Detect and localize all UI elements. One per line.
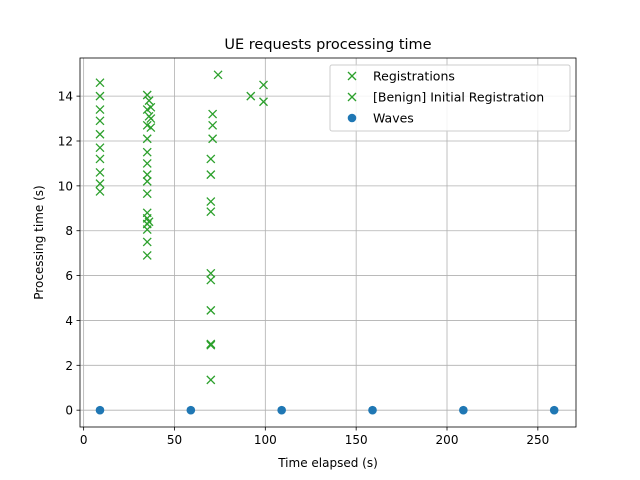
y-tick-label: 10 — [58, 179, 73, 193]
legend-box — [329, 64, 571, 132]
x-tick-label: 50 — [167, 433, 182, 447]
data-point-x-marker — [206, 154, 216, 164]
data-point-x-marker — [259, 97, 268, 107]
data-point-x-marker — [208, 120, 218, 130]
x-tick-label: 250 — [526, 433, 549, 447]
y-tick-label: 12 — [58, 134, 73, 148]
data-points — [95, 70, 559, 415]
data-point-circle-marker — [549, 405, 559, 415]
x-tick-label: 0 — [80, 433, 88, 447]
plot-frame — [79, 57, 577, 428]
data-point-x-marker — [95, 167, 105, 177]
y-tick-label: 4 — [65, 314, 73, 328]
data-point-x-marker — [208, 109, 218, 119]
data-point-x-marker — [206, 197, 216, 207]
legend-label: Registrations — [373, 69, 455, 84]
data-point-x-marker — [146, 123, 156, 132]
data-point-x-marker — [95, 78, 105, 88]
data-point-x-marker — [95, 154, 105, 164]
data-point-circle-marker — [459, 405, 468, 415]
data-point-x-marker — [142, 176, 152, 186]
data-point-x-marker — [95, 116, 105, 126]
data-point-x-marker — [259, 80, 268, 90]
data-point-circle-marker — [95, 405, 105, 415]
data-point-x-marker — [95, 187, 105, 196]
y-axis-ticks: 0 2 4 6 8 10 12 14 — [58, 90, 80, 418]
data-point-x-marker — [206, 340, 216, 350]
x-axis-label: Time elapsed (s) — [277, 456, 378, 470]
data-point-circle-marker — [368, 405, 377, 415]
data-point-x-marker — [95, 143, 105, 153]
data-point-x-marker — [142, 147, 152, 157]
y-tick-label: 6 — [65, 269, 73, 283]
data-point-x-marker — [142, 237, 152, 247]
data-point-x-marker — [142, 250, 152, 260]
data-point-x-marker — [206, 268, 216, 278]
legend-marker-circle — [347, 113, 357, 123]
data-point-x-marker — [206, 207, 216, 217]
x-tick-label: 100 — [254, 433, 277, 447]
data-point-x-marker — [142, 158, 152, 168]
data-point-x-marker — [144, 96, 154, 106]
data-point-x-marker — [95, 129, 105, 139]
legend-label: [Benign] Initial Registration — [373, 90, 544, 105]
legend: Registrations [Benign] Initial Registrati… — [329, 64, 571, 132]
data-point-x-marker — [213, 70, 223, 80]
data-point-x-marker — [146, 102, 156, 112]
data-point-x-marker — [95, 179, 105, 189]
data-point-x-marker — [95, 105, 105, 115]
data-point-x-marker — [146, 114, 156, 124]
data-point-x-marker — [206, 170, 216, 180]
data-point-x-marker — [142, 189, 152, 199]
data-point-x-marker — [144, 217, 154, 227]
legend-marker-x — [347, 92, 357, 102]
x-tick-label: 150 — [345, 433, 368, 447]
legend-label: Waves — [373, 111, 414, 126]
data-point-x-marker — [206, 375, 216, 385]
y-tick-label: 2 — [65, 359, 73, 373]
data-point-x-marker — [246, 91, 256, 101]
y-tick-label: 0 — [65, 404, 73, 418]
x-axis-ticks: 0 50 100 150 200 250 — [80, 427, 549, 447]
data-point-x-marker — [208, 134, 218, 144]
y-tick-label: 14 — [58, 90, 73, 104]
data-point-circle-marker — [277, 405, 286, 415]
data-point-x-marker — [142, 90, 152, 100]
legend-marker-x — [347, 71, 357, 81]
y-tick-label: 8 — [65, 224, 73, 238]
chart-title: UE requests processing time — [224, 37, 431, 53]
data-point-x-marker — [142, 170, 152, 180]
y-axis-label: Processing time (s) — [32, 185, 46, 299]
data-point-x-marker — [142, 225, 152, 235]
data-point-x-marker — [206, 339, 216, 349]
data-point-circle-marker — [186, 405, 196, 415]
x-tick-label: 200 — [436, 433, 459, 447]
data-point-x-marker — [206, 275, 216, 285]
data-point-x-marker — [142, 134, 152, 144]
data-point-x-marker — [206, 305, 216, 315]
data-point-x-marker — [95, 91, 105, 101]
